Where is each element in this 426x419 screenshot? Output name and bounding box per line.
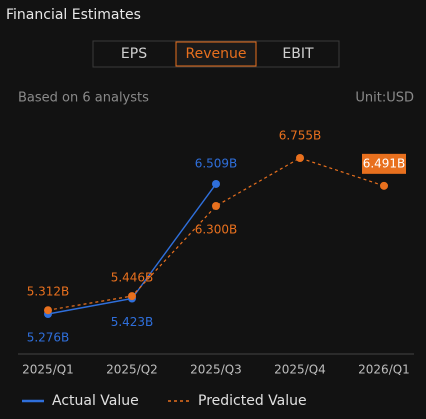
point xyxy=(296,154,304,162)
point xyxy=(380,181,388,190)
x-tick-label: 2025/Q2 xyxy=(106,363,158,377)
x-tick-label: 2026/Q1 xyxy=(358,363,410,377)
x-tick-label: 2025/Q3 xyxy=(190,363,242,377)
value-label: 5.423B xyxy=(111,315,154,329)
tab-label[interactable]: EPS xyxy=(121,46,147,62)
series-line xyxy=(47,157,385,311)
unit: Unit:USD xyxy=(355,91,414,106)
value-label: 5.276B xyxy=(27,331,70,345)
tab-label[interactable]: EBIT xyxy=(282,46,314,62)
value-label: 6.755B xyxy=(279,129,322,143)
value-label: 5.312B xyxy=(27,285,70,299)
legend-label: Predicted Value xyxy=(198,393,307,409)
value-label: 6.509B xyxy=(195,156,238,170)
value-label: 6.300B xyxy=(195,222,238,236)
x-tick-label: 2025/Q4 xyxy=(274,363,326,377)
highlight-box xyxy=(362,153,406,174)
x-tick-label: 2025/Q1 xyxy=(22,363,74,377)
tab-label[interactable]: Revenue xyxy=(186,46,247,62)
point xyxy=(128,292,136,301)
tab-bar xyxy=(92,40,340,68)
legend-label: Actual Value xyxy=(52,393,139,409)
value-label: 5.446B xyxy=(111,271,154,285)
tab[interactable] xyxy=(175,41,257,67)
point xyxy=(212,201,220,210)
chart-title: Financial Estimates xyxy=(6,7,141,23)
value-label: 6.491B xyxy=(363,156,406,170)
point xyxy=(44,306,52,315)
point xyxy=(212,179,220,188)
subtitle: Based on 6 analysts xyxy=(18,91,149,106)
